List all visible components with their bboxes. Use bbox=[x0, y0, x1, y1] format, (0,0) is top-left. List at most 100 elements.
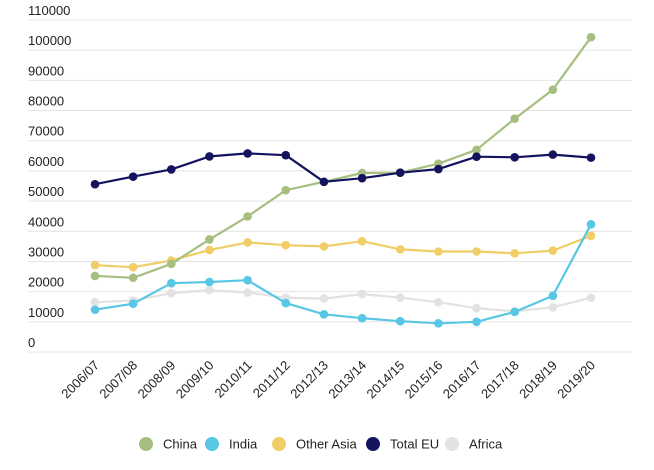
data-point-india bbox=[548, 291, 558, 301]
data-point-china bbox=[128, 273, 138, 283]
data-point-other-asia bbox=[395, 245, 405, 254]
data-point-india bbox=[205, 277, 214, 287]
y-axis-ticks: 0 10000 20000 30000 40000 50000 60000 70000 8000… bbox=[28, 3, 71, 350]
data-point-africa bbox=[548, 303, 558, 312]
data-point-total-eu bbox=[472, 152, 481, 162]
y-tick-label: 100000 bbox=[28, 33, 71, 48]
data-point-other-asia bbox=[319, 242, 329, 251]
legend-item-india: India bbox=[205, 437, 258, 452]
legend: China India Other Asia Total EU Africa bbox=[139, 437, 503, 452]
data-point-total-eu bbox=[357, 173, 367, 183]
data-point-africa bbox=[243, 288, 252, 297]
data-point-other-asia bbox=[128, 262, 138, 272]
data-point-africa bbox=[319, 294, 329, 303]
data-point-total-eu bbox=[90, 179, 100, 189]
data-point-china bbox=[548, 85, 558, 95]
legend-swatch bbox=[366, 437, 380, 451]
data-point-india bbox=[90, 305, 100, 315]
data-point-india bbox=[395, 316, 405, 326]
data-point-india bbox=[281, 298, 291, 308]
series-india bbox=[90, 220, 596, 328]
data-point-other-asia bbox=[472, 247, 481, 256]
data-point-total-eu bbox=[243, 149, 252, 158]
series-line-india bbox=[94, 223, 592, 325]
data-point-india bbox=[167, 278, 176, 288]
legend-swatch bbox=[205, 437, 219, 451]
data-point-other-asia bbox=[205, 245, 214, 255]
data-point-africa bbox=[395, 293, 405, 302]
series-line-total-eu bbox=[94, 152, 592, 186]
legend-swatch bbox=[272, 437, 286, 451]
data-point-total-eu bbox=[586, 153, 596, 162]
data-point-india bbox=[510, 307, 519, 317]
y-tick-label: 50000 bbox=[28, 184, 64, 199]
data-point-total-eu bbox=[167, 165, 176, 174]
data-point-africa bbox=[167, 288, 176, 298]
data-point-total-eu bbox=[395, 168, 405, 178]
data-point-china bbox=[167, 259, 176, 269]
y-tick-label: 110000 bbox=[28, 3, 70, 18]
data-point-total-eu bbox=[128, 172, 138, 181]
data-point-china bbox=[586, 32, 596, 42]
data-point-china bbox=[243, 212, 252, 221]
legend-label: Other Asia bbox=[296, 437, 357, 452]
data-point-other-asia bbox=[357, 236, 367, 246]
data-point-africa bbox=[472, 303, 481, 313]
legend-item-other-asia: Other Asia bbox=[272, 437, 357, 452]
legend-label: Total EU bbox=[390, 437, 439, 452]
y-tick-label: 20000 bbox=[28, 275, 64, 290]
data-point-total-eu bbox=[510, 153, 519, 162]
series-total-eu bbox=[90, 149, 596, 189]
data-point-india bbox=[586, 220, 596, 229]
data-point-total-eu bbox=[319, 177, 329, 187]
data-point-total-eu bbox=[281, 150, 291, 160]
data-point-other-asia bbox=[510, 249, 519, 258]
data-point-other-asia bbox=[281, 240, 291, 250]
data-point-india bbox=[128, 299, 138, 309]
legend-label: India bbox=[229, 437, 258, 452]
series-line-africa bbox=[94, 289, 592, 313]
data-point-africa bbox=[205, 285, 214, 295]
data-point-total-eu bbox=[548, 150, 558, 159]
y-tick-label: 90000 bbox=[28, 63, 64, 78]
data-point-india bbox=[319, 309, 329, 319]
data-point-total-eu bbox=[205, 152, 214, 161]
series-lines bbox=[90, 32, 596, 328]
data-point-africa bbox=[434, 297, 443, 307]
data-point-india bbox=[357, 313, 367, 323]
gridlines bbox=[28, 19, 632, 353]
legend-item-africa: Africa bbox=[445, 437, 503, 452]
y-tick-label: 80000 bbox=[28, 94, 64, 109]
y-tick-label: 0 bbox=[28, 335, 35, 350]
legend-item-china: China bbox=[139, 437, 198, 452]
data-point-india bbox=[472, 317, 481, 327]
data-point-china bbox=[281, 185, 291, 195]
legend-label: China bbox=[163, 437, 198, 452]
data-point-africa bbox=[357, 289, 367, 299]
data-point-china bbox=[205, 235, 214, 244]
y-tick-label: 30000 bbox=[28, 244, 64, 259]
series-line-china bbox=[94, 36, 592, 279]
data-point-other-asia bbox=[90, 260, 100, 270]
data-point-other-asia bbox=[548, 246, 558, 255]
data-point-india bbox=[434, 319, 443, 328]
data-point-other-asia bbox=[243, 238, 252, 247]
y-tick-label: 70000 bbox=[28, 124, 64, 139]
data-point-africa bbox=[586, 293, 596, 302]
data-point-china bbox=[510, 114, 519, 123]
legend-swatch bbox=[445, 437, 459, 451]
data-point-total-eu bbox=[434, 164, 443, 174]
data-point-other-asia bbox=[586, 231, 596, 241]
data-point-india bbox=[243, 275, 252, 285]
legend-swatch bbox=[139, 437, 153, 451]
y-tick-label: 60000 bbox=[28, 154, 64, 169]
data-point-africa bbox=[90, 297, 100, 307]
y-tick-label: 40000 bbox=[28, 214, 64, 229]
data-point-other-asia bbox=[434, 247, 443, 256]
legend-item-total-eu: Total EU bbox=[366, 437, 439, 452]
data-point-china bbox=[90, 271, 100, 281]
legend-label: Africa bbox=[469, 437, 503, 452]
data-point-china bbox=[472, 145, 481, 155]
